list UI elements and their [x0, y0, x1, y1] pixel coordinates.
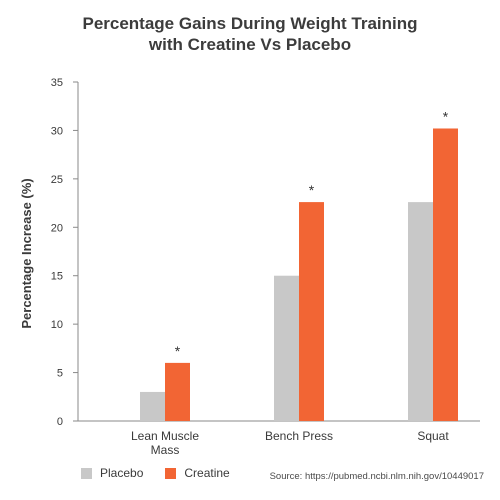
x-category-label: Bench Press: [265, 429, 333, 443]
bar-placebo-0: [140, 391, 165, 421]
y-tick-label: 10: [51, 319, 63, 331]
significance-marker: *: [443, 108, 449, 124]
y-tick-label: 5: [57, 368, 63, 380]
significance-marker: *: [175, 343, 181, 359]
y-tick-label: 25: [51, 174, 63, 186]
bar-placebo-1: [274, 275, 299, 421]
bar-creatine-1: [299, 202, 324, 421]
significance-marker: *: [309, 182, 315, 198]
bar-creatine-2: [433, 128, 458, 421]
legend-swatch-placebo: [81, 467, 92, 479]
chart-title: Percentage Gains During Weight Training …: [0, 13, 500, 55]
chart-title-line-2: with Creatine Vs Placebo: [148, 35, 352, 54]
source-note: Source: https://pubmed.ncbi.nlm.nih.gov/…: [269, 471, 484, 482]
bar-placebo-2: [408, 202, 433, 421]
legend-swatch-creatine: [165, 467, 177, 479]
y-axis-label: Percentage Increase (%): [19, 178, 34, 328]
legend: Placebo Creatine: [81, 466, 252, 480]
bar-creatine-0: [165, 362, 190, 421]
legend-item-creatine: Creatine: [165, 466, 230, 480]
y-tick-label: 15: [51, 271, 63, 283]
x-category-label: Lean Muscle: [131, 429, 199, 443]
legend-item-placebo: Placebo: [81, 466, 143, 480]
legend-label-placebo: Placebo: [100, 466, 144, 480]
x-category-label: Mass: [151, 443, 180, 457]
y-tick-label: 20: [51, 222, 63, 234]
chart-title-line-1: Percentage Gains During Weight Training: [82, 14, 418, 33]
y-tick-label: 35: [51, 77, 63, 89]
y-tick-label: 0: [57, 416, 63, 428]
y-tick-label: 30: [51, 125, 63, 137]
legend-label-creatine: Creatine: [184, 466, 230, 480]
x-category-label: Squat: [417, 429, 449, 443]
